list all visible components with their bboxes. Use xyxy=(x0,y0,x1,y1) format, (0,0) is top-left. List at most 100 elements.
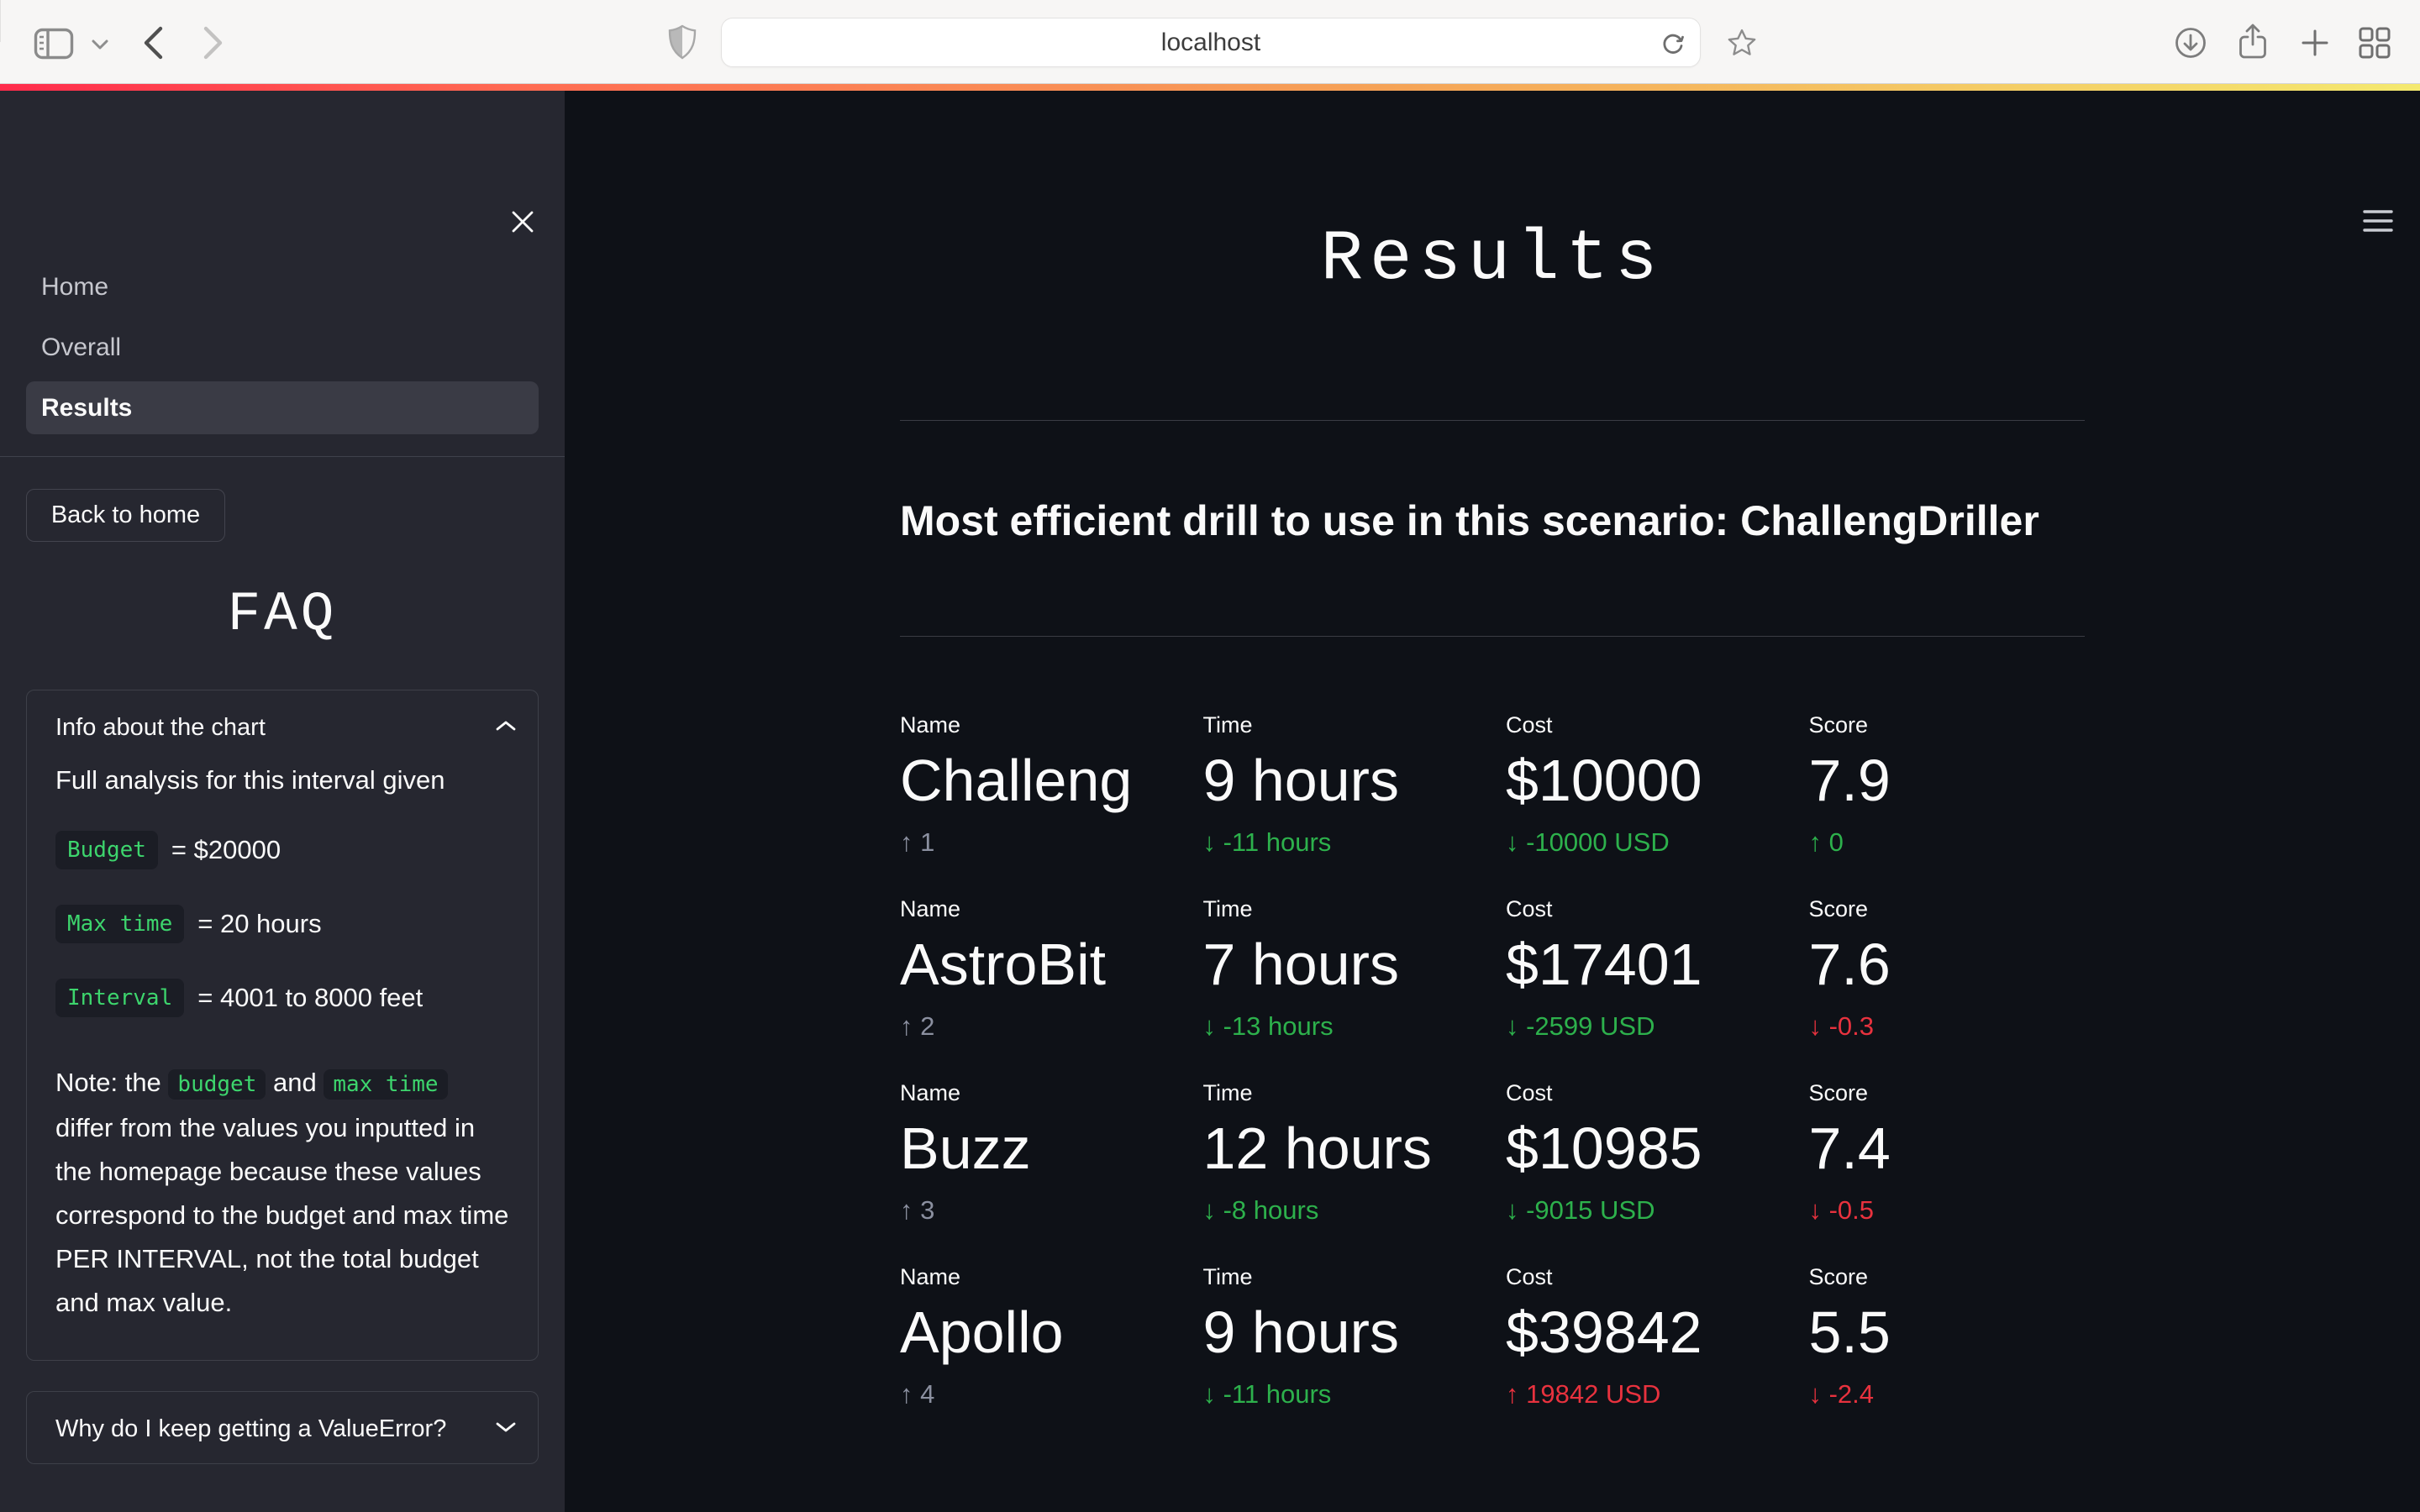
toolbar-separator xyxy=(0,0,1,42)
metric-label: Score xyxy=(1808,896,1869,921)
metric-value: Apollo xyxy=(900,1299,1064,1365)
metric-delta: ↑ 1 xyxy=(900,827,935,857)
expander-info-header[interactable]: Info about the chart xyxy=(27,690,538,762)
metric-label: Name xyxy=(900,896,961,921)
reload-icon[interactable] xyxy=(1660,29,1686,56)
metric-value: $39842 xyxy=(1506,1299,1702,1365)
chevron-down-icon[interactable] xyxy=(91,39,109,50)
sidebar-item-results[interactable]: Results xyxy=(26,381,539,434)
back-button-icon[interactable] xyxy=(141,25,165,60)
metric-delta: ↑ 0 xyxy=(1808,827,1844,857)
back-to-home-label: Back to home xyxy=(50,501,201,528)
metric-label: Time xyxy=(1202,896,1253,921)
metric-value: 7 hours xyxy=(1202,932,1399,997)
metric-delta: ↑ 3 xyxy=(900,1195,935,1225)
param-interval-value: = 4001 to 8000 feet xyxy=(197,983,424,1012)
divider xyxy=(900,636,2085,637)
metric-delta: ↓ -2599 USD xyxy=(1506,1011,1655,1041)
main-content: Results Most efficient drill to use in t… xyxy=(900,91,2085,1411)
result-subheader: Most efficient drill to use in this scen… xyxy=(900,497,2039,544)
tab-overview-icon[interactable] xyxy=(2358,26,2391,60)
privacy-shield-icon[interactable] xyxy=(667,24,697,60)
sidebar-divider xyxy=(0,456,565,457)
metric-delta: ↑ 19842 USD xyxy=(1506,1379,1661,1409)
param-max-time-value: = 20 hours xyxy=(197,909,322,938)
metric-row2-cost: Cost $17401 ↓ -2599 USD xyxy=(1506,895,1782,1043)
metric-label: Time xyxy=(1202,1264,1253,1289)
metric-row3-score: Score 7.4 ↓ -0.5 xyxy=(1809,1079,2086,1227)
expander-info-body: Full analysis for this interval given Bu… xyxy=(27,762,538,1360)
expander-value-error: Why do I keep getting a ValueError? xyxy=(26,1391,539,1464)
metric-label: Score xyxy=(1808,1080,1869,1105)
note-text: and xyxy=(272,1068,324,1097)
expander-value-error-title: Why do I keep getting a ValueError? xyxy=(55,1415,447,1442)
chevron-up-icon[interactable] xyxy=(494,719,518,737)
metric-delta: ↓ -0.5 xyxy=(1808,1195,1875,1225)
expander-note: Note: the budget and max time differ fro… xyxy=(55,1061,509,1325)
note-text: differ from the values you inputted in t… xyxy=(55,1113,509,1317)
metric-value: 9 hours xyxy=(1202,748,1399,813)
metric-label: Name xyxy=(900,1080,961,1105)
metric-value: 9 hours xyxy=(1202,1299,1399,1365)
metric-label: Cost xyxy=(1506,1080,1553,1105)
sidebar-item-home[interactable]: Home xyxy=(26,260,539,313)
metric-delta: ↓ -11 hours xyxy=(1202,827,1332,857)
code-chip-max-time: Max time xyxy=(55,905,185,943)
metric-value: 12 hours xyxy=(1202,1116,1432,1181)
sidebar-close-icon[interactable] xyxy=(508,207,538,237)
metric-label: Time xyxy=(1202,712,1253,738)
new-tab-icon[interactable] xyxy=(2300,28,2330,58)
metric-row4-time: Time 9 hours ↓ -11 hours xyxy=(1203,1263,1480,1411)
nav-label: Results xyxy=(41,393,133,422)
expander-info-title: Info about the chart xyxy=(55,714,266,741)
metric-label: Score xyxy=(1808,1264,1869,1289)
forward-button-icon[interactable] xyxy=(202,25,225,60)
metric-delta: ↓ -9015 USD xyxy=(1506,1195,1655,1225)
metric-row3-time: Time 12 hours ↓ -8 hours xyxy=(1203,1079,1480,1227)
param-budget-value: = $20000 xyxy=(171,835,281,864)
main-area: Results Most efficient drill to use in t… xyxy=(565,91,2420,1512)
metric-delta: ↓ -10000 USD xyxy=(1506,827,1670,857)
address-bar-url[interactable]: localhost xyxy=(1160,28,1261,56)
metric-value: $10000 xyxy=(1506,748,1702,813)
divider xyxy=(900,420,2085,421)
share-icon[interactable] xyxy=(2237,23,2269,61)
chevron-down-icon[interactable] xyxy=(494,1420,518,1438)
faq-heading: FAQ xyxy=(227,583,338,646)
metric-row1-name: Name Challeng ↑ 1 xyxy=(900,711,1176,859)
metric-delta: ↑ 4 xyxy=(900,1379,935,1409)
metric-delta: ↑ 2 xyxy=(900,1011,935,1041)
downloads-icon[interactable] xyxy=(2173,25,2208,60)
metric-delta: ↓ -0.3 xyxy=(1808,1011,1875,1041)
metric-row2-score: Score 7.6 ↓ -0.3 xyxy=(1809,895,2086,1043)
metric-value: Challeng xyxy=(900,748,1133,813)
code-chip-interval: Interval xyxy=(55,979,185,1017)
back-to-home-button[interactable]: Back to home xyxy=(26,489,225,542)
metric-label: Time xyxy=(1202,1080,1253,1105)
note-text: Note: the xyxy=(55,1068,169,1097)
metric-row3-cost: Cost $10985 ↓ -9015 USD xyxy=(1506,1079,1782,1227)
metric-delta: ↓ -11 hours xyxy=(1202,1379,1332,1409)
metric-row2-time: Time 7 hours ↓ -13 hours xyxy=(1203,895,1480,1043)
nav-label: Home xyxy=(41,272,109,301)
app-menu-hamburger-icon[interactable] xyxy=(2361,207,2395,235)
metrics-grid: Name Challeng ↑ 1 Time 9 hours ↓ -11 hou… xyxy=(900,711,2085,1411)
code-chip-budget-inline: budget xyxy=(168,1069,266,1100)
metric-row1-score: Score 7.9 ↑ 0 xyxy=(1809,711,2086,859)
metric-row2-name: Name AstroBit ↑ 2 xyxy=(900,895,1176,1043)
metric-label: Name xyxy=(900,1264,961,1289)
param-max-time: Max time = 20 hours xyxy=(55,905,509,943)
page-top-gradient xyxy=(0,84,2420,91)
code-chip-budget: Budget xyxy=(55,831,158,869)
sidebar-toggle-icon[interactable] xyxy=(34,28,74,60)
code-chip-max-time-inline: max time xyxy=(324,1069,448,1100)
metric-value: 7.4 xyxy=(1808,1116,1891,1181)
metric-row4-name: Name Apollo ↑ 4 xyxy=(900,1263,1176,1411)
sidebar-item-overall[interactable]: Overall xyxy=(26,321,539,374)
address-bar[interactable]: localhost xyxy=(721,18,1701,67)
bookmark-star-icon[interactable] xyxy=(1726,27,1758,59)
expander-value-error-header[interactable]: Why do I keep getting a ValueError? xyxy=(27,1392,538,1463)
browser-toolbar: localhost xyxy=(0,0,2420,84)
expander-intro-text: Full analysis for this interval given xyxy=(55,765,445,795)
nav-label: Overall xyxy=(41,333,122,361)
